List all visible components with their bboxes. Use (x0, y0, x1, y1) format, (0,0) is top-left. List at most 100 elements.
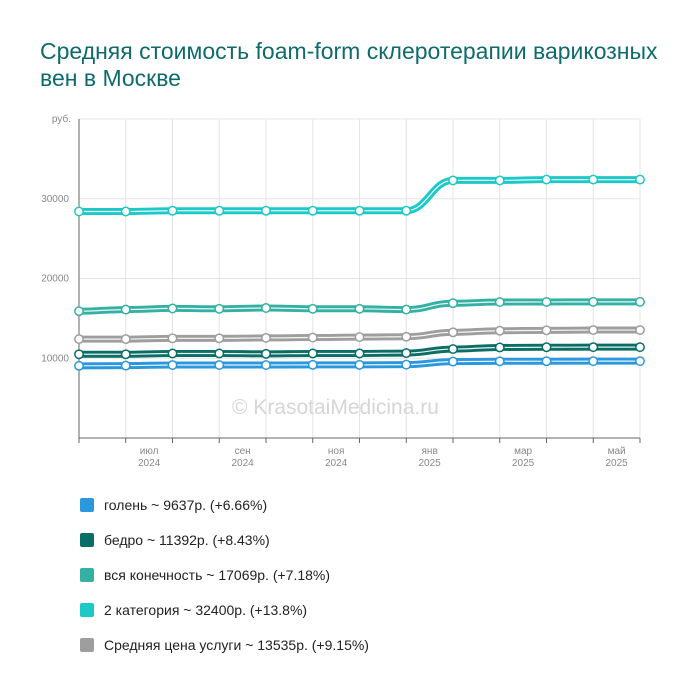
legend: голень ~ 9637р. (+6.66%) бедро ~ 11392р. … (80, 487, 369, 662)
data-point (448, 356, 458, 367)
data-point (214, 333, 225, 344)
data-point (74, 360, 84, 371)
data-point (588, 174, 599, 185)
data-point (588, 325, 599, 336)
data-point (261, 205, 271, 216)
y-axis-unit: руб. (52, 113, 71, 125)
data-point (167, 348, 178, 359)
series-3 (74, 174, 645, 217)
legend-swatch (80, 637, 94, 652)
data-point (214, 303, 225, 314)
chart-title: Средняя стоимость foam-form склеротерапи… (40, 38, 658, 91)
data-point (120, 206, 131, 217)
data-point (167, 360, 178, 370)
data-point (401, 205, 412, 216)
x-tick-label-year: 2024 (325, 458, 348, 469)
data-point (494, 342, 505, 353)
x-tick-label-month: мар (514, 446, 532, 457)
data-point (354, 359, 365, 370)
data-point (588, 296, 599, 307)
x-tick-label-month: янв (422, 446, 438, 457)
legend-label: бедро ~ 11392р. (+8.43%) (104, 531, 270, 548)
data-point (401, 348, 412, 359)
x-tick-label-year: 2025 (606, 458, 629, 469)
series-lines (74, 174, 645, 371)
legend-item: 2 категория ~ 32400р. (+13.8%) (80, 592, 369, 627)
data-point (494, 175, 505, 186)
x-tick-label-year: 2025 (419, 458, 442, 469)
data-point (448, 175, 458, 186)
y-tick-label: 30000 (41, 194, 69, 205)
data-point (214, 360, 225, 370)
data-point (307, 303, 318, 314)
x-tick-label-month: июл (140, 446, 159, 457)
data-point (261, 303, 271, 313)
data-point (494, 325, 505, 336)
data-point (167, 205, 178, 216)
legend-item: бедро ~ 11392р. (+8.43%) (80, 522, 369, 557)
data-point (354, 303, 365, 314)
x-tick-label-month: сен (235, 446, 251, 457)
watermark: © KrasotaiMedicina.ru (232, 396, 439, 419)
series-4 (74, 325, 645, 345)
x-tick-label-year: 2025 (512, 458, 535, 469)
data-point (261, 332, 271, 343)
series-0 (74, 356, 645, 371)
data-point (354, 205, 365, 216)
data-point (261, 360, 271, 370)
data-point (588, 342, 599, 353)
data-point (214, 205, 225, 216)
data-point (167, 303, 178, 314)
legend-label: Средняя цена услуги ~ 13535р. (+9.15%) (104, 636, 369, 653)
data-point (494, 356, 505, 367)
data-point (448, 298, 458, 309)
y-tick-label: 20000 (41, 274, 69, 285)
y-tick-label: 10000 (41, 353, 69, 364)
data-point (401, 359, 412, 370)
data-point (307, 332, 318, 343)
legend-swatch (80, 567, 94, 582)
data-point (448, 344, 458, 355)
data-point (588, 356, 599, 367)
data-point (120, 360, 131, 371)
grid (78, 118, 641, 438)
legend-swatch (80, 497, 94, 512)
data-point (74, 334, 84, 345)
x-tick-label-year: 2024 (138, 458, 161, 469)
data-point (635, 325, 645, 336)
data-point (541, 342, 552, 353)
legend-item: вся конечность ~ 17069р. (+7.18%) (80, 557, 369, 592)
data-point (448, 327, 458, 338)
data-point (74, 306, 84, 317)
data-point (354, 332, 365, 343)
data-point (354, 348, 365, 359)
data-point (74, 349, 84, 360)
data-point (635, 174, 645, 185)
data-point (120, 304, 131, 315)
legend-swatch (80, 602, 94, 617)
data-point (494, 297, 505, 307)
data-point (635, 342, 645, 353)
data-point (307, 205, 318, 216)
x-tick-label-year: 2024 (232, 458, 255, 469)
data-point (635, 356, 645, 367)
data-point (541, 296, 552, 307)
legend-item: Средняя цена услуги ~ 13535р. (+9.15%) (80, 627, 369, 662)
legend-label: вся конечность ~ 17069р. (+7.18%) (104, 566, 331, 583)
data-point (635, 296, 645, 307)
legend-label: 2 категория ~ 32400р. (+13.8%) (104, 601, 308, 618)
data-point (261, 348, 271, 359)
legend-item: голень ~ 9637р. (+6.66%) (80, 487, 369, 522)
data-point (541, 325, 552, 336)
data-point (307, 348, 318, 359)
data-point (401, 331, 412, 342)
data-point (401, 304, 412, 315)
x-tick-label-month: ноя (328, 446, 345, 457)
legend-label: голень ~ 9637р. (+6.66%) (104, 496, 268, 513)
data-point (120, 334, 131, 345)
data-point (74, 206, 84, 217)
axes: 100002000030000руб.июл2024сен2024ноя2024… (41, 113, 641, 469)
data-point (120, 349, 131, 360)
x-tick-label-month: май (608, 446, 626, 457)
